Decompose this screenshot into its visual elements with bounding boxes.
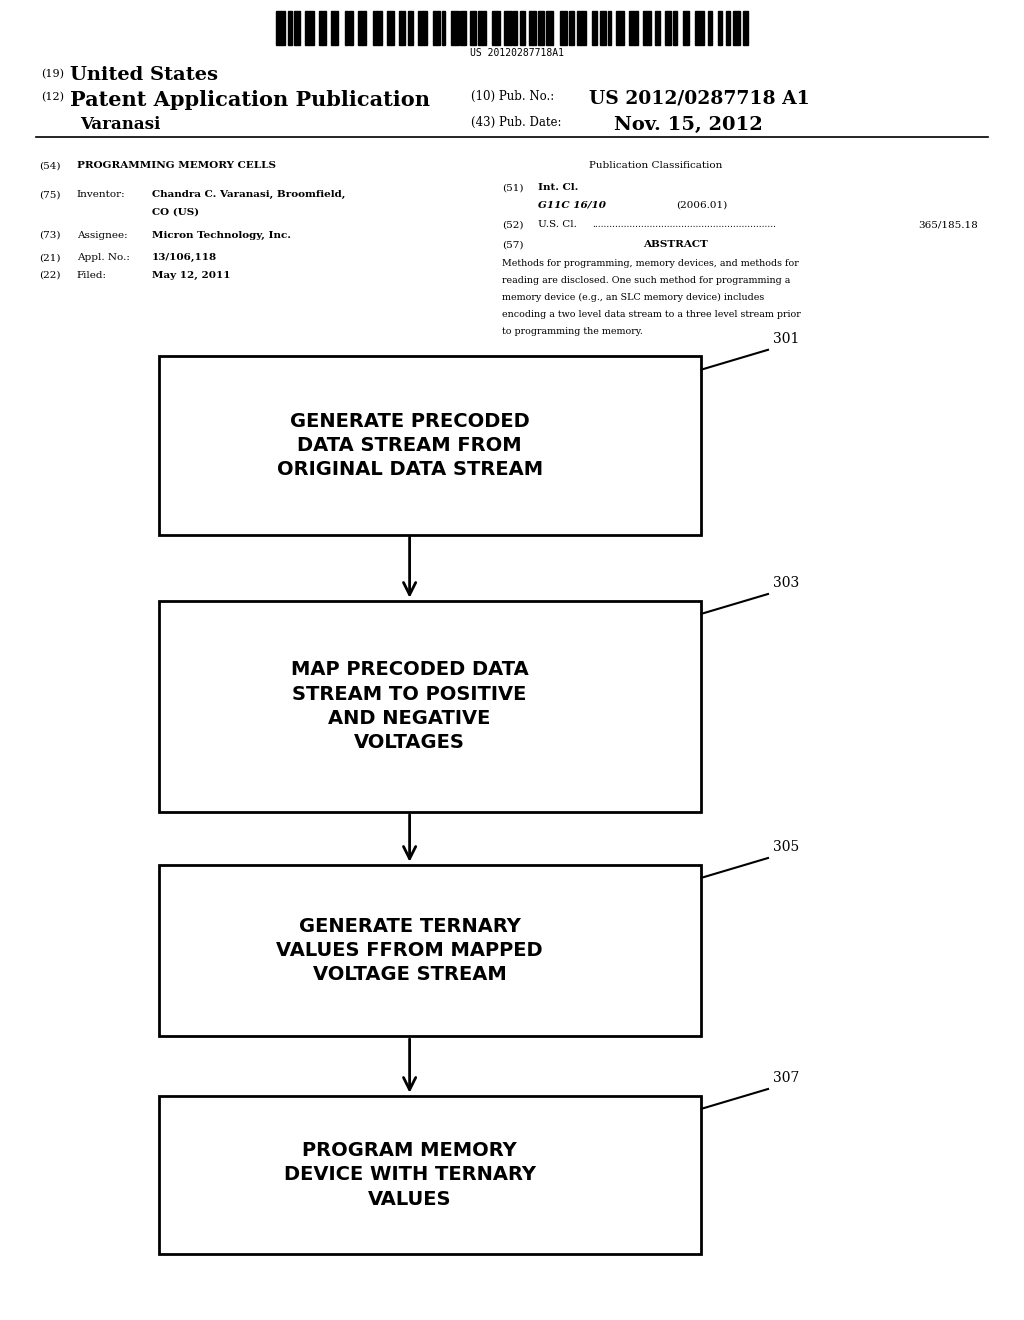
Text: Chandra C. Varanasi, Broomfield,: Chandra C. Varanasi, Broomfield, — [152, 190, 345, 199]
Bar — [345, 11, 347, 45]
Text: GENERATE PRECODED
DATA STREAM FROM
ORIGINAL DATA STREAM: GENERATE PRECODED DATA STREAM FROM ORIGI… — [276, 412, 543, 479]
Text: US 2012/0287718 A1: US 2012/0287718 A1 — [589, 90, 810, 108]
Text: Micron Technology, Inc.: Micron Technology, Inc. — [152, 231, 291, 240]
Bar — [600, 11, 606, 45]
Text: (43) Pub. Date:: (43) Pub. Date: — [471, 116, 561, 129]
Text: encoding a two level data stream to a three level stream prior: encoding a two level data stream to a th… — [502, 310, 801, 319]
Bar — [373, 11, 382, 45]
Bar — [478, 11, 486, 45]
Bar — [492, 11, 500, 45]
Bar — [528, 11, 536, 45]
Bar — [743, 11, 748, 45]
Bar — [709, 11, 713, 45]
Text: Filed:: Filed: — [77, 271, 106, 280]
Text: (57): (57) — [502, 240, 523, 249]
Bar — [294, 11, 300, 45]
Bar — [726, 11, 730, 45]
Bar — [470, 11, 476, 45]
Bar — [387, 11, 394, 45]
Bar — [643, 11, 651, 45]
Text: PROGRAM MEMORY
DEVICE WITH TERNARY
VALUES: PROGRAM MEMORY DEVICE WITH TERNARY VALUE… — [284, 1140, 536, 1209]
Text: Assignee:: Assignee: — [77, 231, 127, 240]
Text: 305: 305 — [773, 840, 800, 854]
Text: Nov. 15, 2012: Nov. 15, 2012 — [614, 116, 763, 135]
Bar — [538, 11, 544, 45]
Text: reading are disclosed. One such method for programming a: reading are disclosed. One such method f… — [502, 276, 791, 285]
Text: 301: 301 — [773, 331, 800, 346]
Text: to programming the memory.: to programming the memory. — [502, 327, 643, 337]
Bar — [399, 11, 404, 45]
Bar — [159, 865, 701, 1036]
Bar — [592, 11, 597, 45]
Bar — [718, 11, 722, 45]
Text: (51): (51) — [502, 183, 523, 193]
Bar — [318, 11, 326, 45]
Text: US 20120287718A1: US 20120287718A1 — [470, 48, 564, 58]
Bar — [331, 11, 339, 45]
Bar — [288, 11, 292, 45]
Text: 365/185.18: 365/185.18 — [919, 220, 978, 230]
Text: (22): (22) — [39, 271, 60, 280]
Bar — [608, 11, 611, 45]
Text: Appl. No.:: Appl. No.: — [77, 253, 130, 263]
Bar — [159, 1096, 701, 1254]
Text: Patent Application Publication: Patent Application Publication — [70, 90, 430, 110]
Text: (2006.01): (2006.01) — [676, 201, 727, 210]
Text: GENERATE TERNARY
VALUES FFROM MAPPED
VOLTAGE STREAM: GENERATE TERNARY VALUES FFROM MAPPED VOL… — [276, 916, 543, 985]
Bar — [666, 11, 671, 45]
Text: G11C 16/10: G11C 16/10 — [538, 201, 605, 210]
Bar — [349, 11, 353, 45]
Bar — [519, 11, 525, 45]
Text: (52): (52) — [502, 220, 523, 230]
Text: 307: 307 — [773, 1071, 800, 1085]
Bar — [560, 11, 566, 45]
Bar — [546, 11, 554, 45]
Bar — [358, 11, 367, 45]
Bar — [655, 11, 659, 45]
Text: (73): (73) — [39, 231, 60, 240]
Text: Publication Classification: Publication Classification — [589, 161, 722, 170]
Text: (19): (19) — [41, 69, 63, 79]
Bar — [683, 11, 688, 45]
Bar — [419, 11, 427, 45]
Bar — [733, 11, 740, 45]
Bar — [408, 11, 413, 45]
Bar — [159, 601, 701, 812]
Text: (75): (75) — [39, 190, 60, 199]
Bar — [451, 11, 459, 45]
Bar — [442, 11, 444, 45]
Text: United States: United States — [70, 66, 218, 84]
Text: 13/106,118: 13/106,118 — [152, 253, 217, 263]
Bar — [513, 11, 517, 45]
Text: ABSTRACT: ABSTRACT — [643, 240, 709, 249]
Text: ................................................................: ........................................… — [592, 220, 776, 230]
Text: (54): (54) — [39, 161, 60, 170]
Bar — [304, 11, 313, 45]
Bar — [568, 11, 574, 45]
Bar — [461, 11, 466, 45]
Text: CO (US): CO (US) — [152, 207, 199, 216]
Text: Varanasi: Varanasi — [80, 116, 160, 133]
Bar — [674, 11, 677, 45]
Bar — [616, 11, 625, 45]
Text: U.S. Cl.: U.S. Cl. — [538, 220, 577, 230]
Text: memory device (e.g., an SLC memory device) includes: memory device (e.g., an SLC memory devic… — [502, 293, 764, 302]
Bar — [504, 11, 512, 45]
Text: MAP PRECODED DATA
STREAM TO POSITIVE
AND NEGATIVE
VOLTAGES: MAP PRECODED DATA STREAM TO POSITIVE AND… — [291, 660, 528, 752]
Text: PROGRAMMING MEMORY CELLS: PROGRAMMING MEMORY CELLS — [77, 161, 275, 170]
Text: May 12, 2011: May 12, 2011 — [152, 271, 230, 280]
Text: (10) Pub. No.:: (10) Pub. No.: — [471, 90, 554, 103]
Text: Methods for programming, memory devices, and methods for: Methods for programming, memory devices,… — [502, 259, 799, 268]
Text: Inventor:: Inventor: — [77, 190, 125, 199]
Text: 303: 303 — [773, 576, 800, 590]
Text: (12): (12) — [41, 92, 63, 103]
Bar — [433, 11, 440, 45]
Bar — [276, 11, 286, 45]
Text: (21): (21) — [39, 253, 60, 263]
Bar — [578, 11, 586, 45]
Bar — [159, 356, 701, 535]
Text: Int. Cl.: Int. Cl. — [538, 183, 578, 193]
Bar — [695, 11, 705, 45]
Bar — [629, 11, 638, 45]
